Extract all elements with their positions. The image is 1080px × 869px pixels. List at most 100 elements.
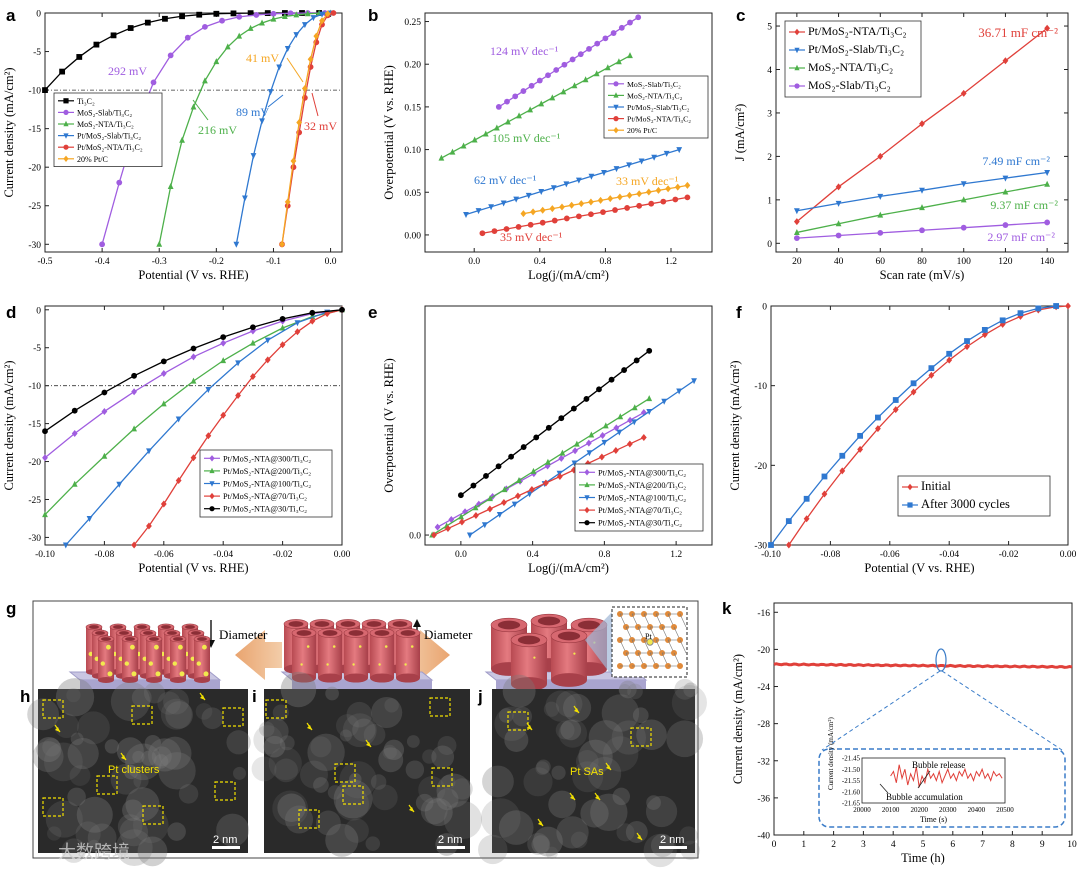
single-atom-arrowhead [595,795,600,800]
data-point-f-1 [1035,305,1042,312]
series-line-e-2 [469,380,695,536]
nanotube-small-hole [149,637,159,641]
legend-entry-c: Pt/MoS₂-Slab/Ti₃C₂ [808,42,904,56]
legend-entry-e: Pt/MoS₂-NTA@100/Ti₃C₂ [598,494,686,503]
x-tick-label-a: -0.2 [209,257,224,267]
data-point-d-0 [131,388,137,396]
stem-texture-blob [325,686,339,701]
nanotube-large-hole [517,635,541,645]
data-point-e-2 [481,522,488,529]
stem-texture-blob [679,826,698,845]
single-atom-arrowhead [527,725,532,730]
stem-texture-blob [335,714,359,738]
nanotube-small-hole [161,625,171,629]
stem-texture-blob [431,745,455,769]
data-point-e-0 [475,500,482,508]
data-point-b-1 [449,148,456,155]
data-point-a-3 [233,241,240,248]
data-point-b-4 [539,206,546,214]
pt-atom [300,663,303,666]
y-tick-label-a: -20 [28,164,41,174]
cluster-marker-box [214,781,236,801]
x-tick-label-c: 120 [998,257,1013,267]
data-point-a-3 [284,45,291,52]
nanotube-small-hole [101,637,111,641]
data-point-e-3 [640,433,647,441]
single-atom-arrowhead [606,765,611,770]
series-b-3 [479,194,691,237]
watermark: 大数跨境 [58,842,130,863]
data-point-d-3 [146,522,152,530]
plot-frame-f [770,305,1069,546]
data-point-a-0 [196,11,203,18]
stem-texture-blob [110,763,142,795]
nanotube-small-hole [197,637,207,641]
data-point-a-2 [304,10,311,17]
pt-atom [410,645,414,648]
y-tick-label-k: -36 [757,794,770,804]
diameter-up-head [413,619,421,627]
data-point-b-3 [588,211,594,218]
x-axis-label-k: Time (h) [901,851,945,865]
nanotube-mid-body [292,633,316,678]
data-point-b-4 [607,195,614,203]
data-point-d-1 [220,357,227,364]
data-point-a-0 [179,13,185,20]
stem-texture-blob [32,741,64,773]
inset-plot-frame [861,757,1006,804]
data-point-d-1 [190,377,197,384]
data-point-c-0 [1044,24,1051,32]
data-point-b-0 [561,61,568,68]
data-point-b-2 [563,181,570,188]
data-point-e-3 [626,440,633,448]
data-point-a-3 [250,153,257,160]
data-point-e-2 [676,388,683,395]
x-tick-label-a: -0.5 [37,257,52,267]
panel-label-i: i [252,687,257,706]
data-point-e-4 [558,415,565,422]
legend-entry-a: MoS₂-Slab/Ti₃C₂ [77,108,132,117]
stem-texture-blob [69,765,91,786]
data-point-b-0 [602,35,609,42]
stem-texture-blob [259,721,275,737]
stem-texture-blob [551,765,566,780]
data-point-a-2 [247,24,254,31]
stem-texture-blob [384,698,399,713]
chart-f: -0.10 -0.08 -0.06 -0.04 -0.02 0.00 0 -10 -20 -30 P… [728,302,1077,575]
data-point-e-0 [572,447,578,455]
stability-series-line [773,662,1073,669]
nanotube-mid-body [318,633,342,678]
legend-entry-f: After 3000 cycles [921,497,1010,511]
x-tick-label-b: 1.2 [665,257,677,267]
inset-x-tick-label: 20500 [996,806,1014,814]
cluster-marker-box [222,707,244,727]
series-line-a-2 [158,12,331,245]
inset-y-axis-label: Current density (mA/cm²) [827,716,835,790]
y-tick-label-a: -25 [28,202,41,212]
pt-atom [178,644,183,650]
stem-texture-blob [115,829,153,867]
pt-atom [131,671,137,677]
data-point-b-4 [665,185,672,193]
data-point-f-0 [928,371,935,379]
data-point-d-2 [86,515,93,522]
data-point-c-3 [1002,222,1009,228]
data-point-b-4 [626,191,633,199]
data-point-e-2 [571,460,578,467]
data-point-e-2 [646,409,653,416]
annotation-arrow [311,92,319,117]
stem-texture-blob [406,735,420,748]
data-point-b-3 [515,223,522,230]
data-point-c-2 [793,228,800,235]
stem-texture-blob [131,687,152,708]
data-point-e-4 [583,396,590,402]
scale-label-i: 2 nm [438,834,462,846]
stem-texture-blob [61,838,87,863]
stem-texture-blob [104,739,119,754]
data-point-a-1 [236,13,243,20]
data-point-f-1 [768,542,774,548]
x-tick-label-c: 140 [1040,257,1055,267]
chart-a: -0.5 -0.4 -0.3 -0.2 -0.1 0.0 0 -5 -10 -15 -20 -25 -3… [2,9,343,282]
pt-atom [190,656,195,661]
y-tick-label-d: -10 [28,382,41,392]
